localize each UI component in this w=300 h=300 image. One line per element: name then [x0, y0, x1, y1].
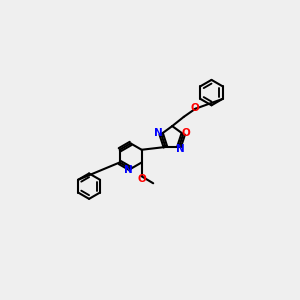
Text: N: N	[124, 165, 132, 175]
Text: N: N	[154, 128, 163, 138]
Text: N: N	[176, 144, 184, 154]
Text: O: O	[181, 128, 190, 138]
Text: O: O	[137, 174, 146, 184]
Text: O: O	[191, 103, 200, 112]
